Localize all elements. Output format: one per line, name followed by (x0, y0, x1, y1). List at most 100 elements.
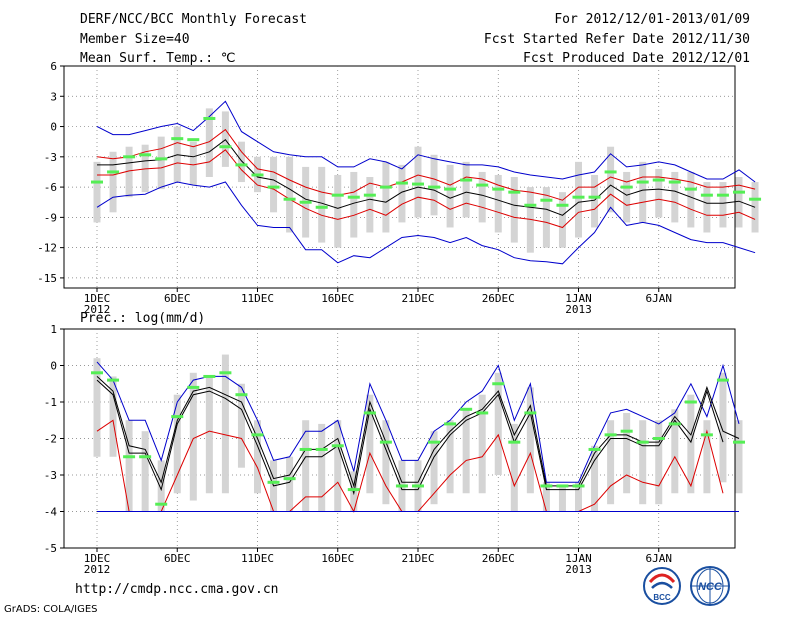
precipitation-ensemble-box (221, 354, 229, 494)
precipitation-ensemble-box (478, 394, 486, 494)
temperature-ensemble-box (494, 174, 502, 233)
precipitation-ensemble-box (366, 394, 374, 494)
precipitation-ytick-label: -5 (44, 542, 57, 555)
precipitation-ytick-label: 0 (50, 360, 57, 373)
temperature-xtick-label: 21DEC (401, 292, 434, 305)
precipitation-ensemble-box (494, 372, 502, 475)
precipitation-ensemble-box (591, 445, 599, 512)
precipitation-ensemble-box (623, 412, 631, 494)
precipitation-ensemble-box (575, 482, 582, 512)
temperature-ensemble-box (125, 146, 133, 198)
precipitation-ensemble-box (703, 420, 711, 494)
precipitation-ensemble-box (173, 394, 181, 494)
precipitation-series-mean (96, 379, 724, 496)
precipitation-ensemble-box (719, 372, 727, 483)
precipitation-ensemble-box (157, 460, 165, 512)
precipitation-ensemble-box (189, 372, 197, 501)
precipitation-ytick-label: -4 (44, 506, 58, 519)
temperature-ensemble-box (478, 171, 486, 223)
temperature-series-upper (96, 128, 756, 201)
temperature-ensemble-box (286, 156, 294, 233)
temperature-ensemble-box (350, 171, 358, 238)
forecast-start-date: Fcst Started Refer Date 2012/11/30 (483, 31, 750, 47)
temperature-xtick-label: 6DEC (164, 292, 191, 305)
precipitation-ensemble-box (542, 482, 550, 512)
temperature-xtick-year: 2013 (565, 303, 592, 316)
precipitation-ensemble-box (237, 383, 245, 468)
precipitation-ensemble-box (607, 420, 615, 505)
temperature-ensemble-box (414, 146, 422, 218)
temperature-ensemble-box (382, 161, 390, 233)
precipitation-ensemble-box (334, 420, 342, 512)
temperature-xtick-label: 6JAN (646, 292, 673, 305)
precipitation-ensemble-box (655, 420, 663, 505)
precipitation-ytick-label: 1 (50, 323, 57, 336)
precipitation-ensemble-box (382, 420, 390, 505)
temperature-ensemble-box (607, 146, 615, 213)
precipitation-ensemble-box (141, 431, 149, 512)
forecast-period: For 2012/12/01-2013/01/09 (554, 12, 750, 27)
source-url[interactable]: http://cmdp.ncc.cma.gov.cn (75, 582, 279, 597)
temperature-ensemble-box (318, 166, 326, 243)
precipitation-xtick-year: 2012 (84, 563, 111, 576)
temperature-ensemble-box (109, 151, 117, 213)
temperature-ensemble-box (270, 156, 278, 213)
temperature-xtick-year: 2012 (84, 303, 111, 316)
temperature-ytick-label: 6 (50, 60, 57, 73)
precipitation-ytick-label: -3 (44, 469, 57, 482)
temperature-xtick-label: 26DEC (482, 292, 515, 305)
temperature-ensemble-box (93, 161, 101, 223)
svg-text:NCC: NCC (698, 581, 723, 593)
bcc-logo: BCC (643, 567, 681, 605)
temperature-xtick-label: 1DEC (84, 292, 111, 305)
precipitation-xtick-year: 2013 (565, 563, 592, 576)
header-left: DERF/NCC/BCC Monthly Forecast Member Siz… (80, 10, 307, 69)
precipitation-ensemble-box (639, 420, 647, 505)
temperature-ensemble-box (430, 154, 438, 216)
precipitation-ensemble-box (286, 456, 294, 512)
precipitation-ensemble-box (558, 485, 566, 512)
precipitation-ensemble-box (430, 431, 438, 505)
temperature-ensemble-box (591, 174, 599, 228)
temperature-ytick-label: -3 (44, 151, 57, 164)
temperature-series-mean (97, 139, 756, 216)
temperature-ensemble-box (462, 161, 470, 218)
temperature-ensemble-box (446, 164, 454, 228)
svg-text:BCC: BCC (653, 593, 671, 602)
temperature-ensemble-box (687, 171, 695, 228)
temperature-xtick-label: 1JAN (565, 292, 592, 305)
precipitation-ytick-label: -2 (44, 433, 57, 446)
temperature-ensemble-box (719, 182, 727, 228)
precipitation-ytick-label: -1 (44, 396, 57, 409)
temperature-ensemble-box (655, 168, 663, 218)
precipitation-ensemble-box (254, 420, 261, 494)
temperature-ensemble-box (542, 187, 550, 248)
member-size: Member Size=40 (80, 31, 190, 47)
precipitation-xtick-label: 1DEC (84, 552, 111, 565)
temperature-ensemble-box (205, 108, 213, 177)
temperature-ensemble-box (237, 141, 245, 183)
temperature-ensemble-box (366, 177, 374, 233)
precipitation-xtick-label: 6DEC (164, 552, 191, 565)
precipitation-xtick-label: 6JAN (646, 552, 673, 565)
temperature-ensemble-box (157, 136, 165, 190)
precipitation-ensemble-box (446, 420, 454, 494)
precipitation-xtick-label: 1JAN (565, 552, 592, 565)
temperature-ensemble-box (639, 161, 647, 223)
variable-label: Mean Surf. Temp.: ℃ (80, 51, 236, 66)
temperature-ensemble-box (735, 177, 743, 228)
precipitation-ensemble-box (510, 423, 518, 512)
precipitation-ensemble-box (302, 420, 310, 512)
temperature-ensemble-box (398, 164, 406, 223)
temperature-ensemble-box (510, 177, 518, 243)
temperature-ensemble-box (334, 174, 342, 248)
temperature-xtick-label: 16DEC (321, 292, 354, 305)
temperature-ensemble-box (575, 161, 582, 238)
precipitation-xtick-label: 21DEC (401, 552, 434, 565)
ncc-logo: NCC (690, 566, 730, 606)
temperature-ensemble-box (623, 171, 631, 223)
precip-title: Prec.: log(mm/d) (80, 311, 205, 326)
